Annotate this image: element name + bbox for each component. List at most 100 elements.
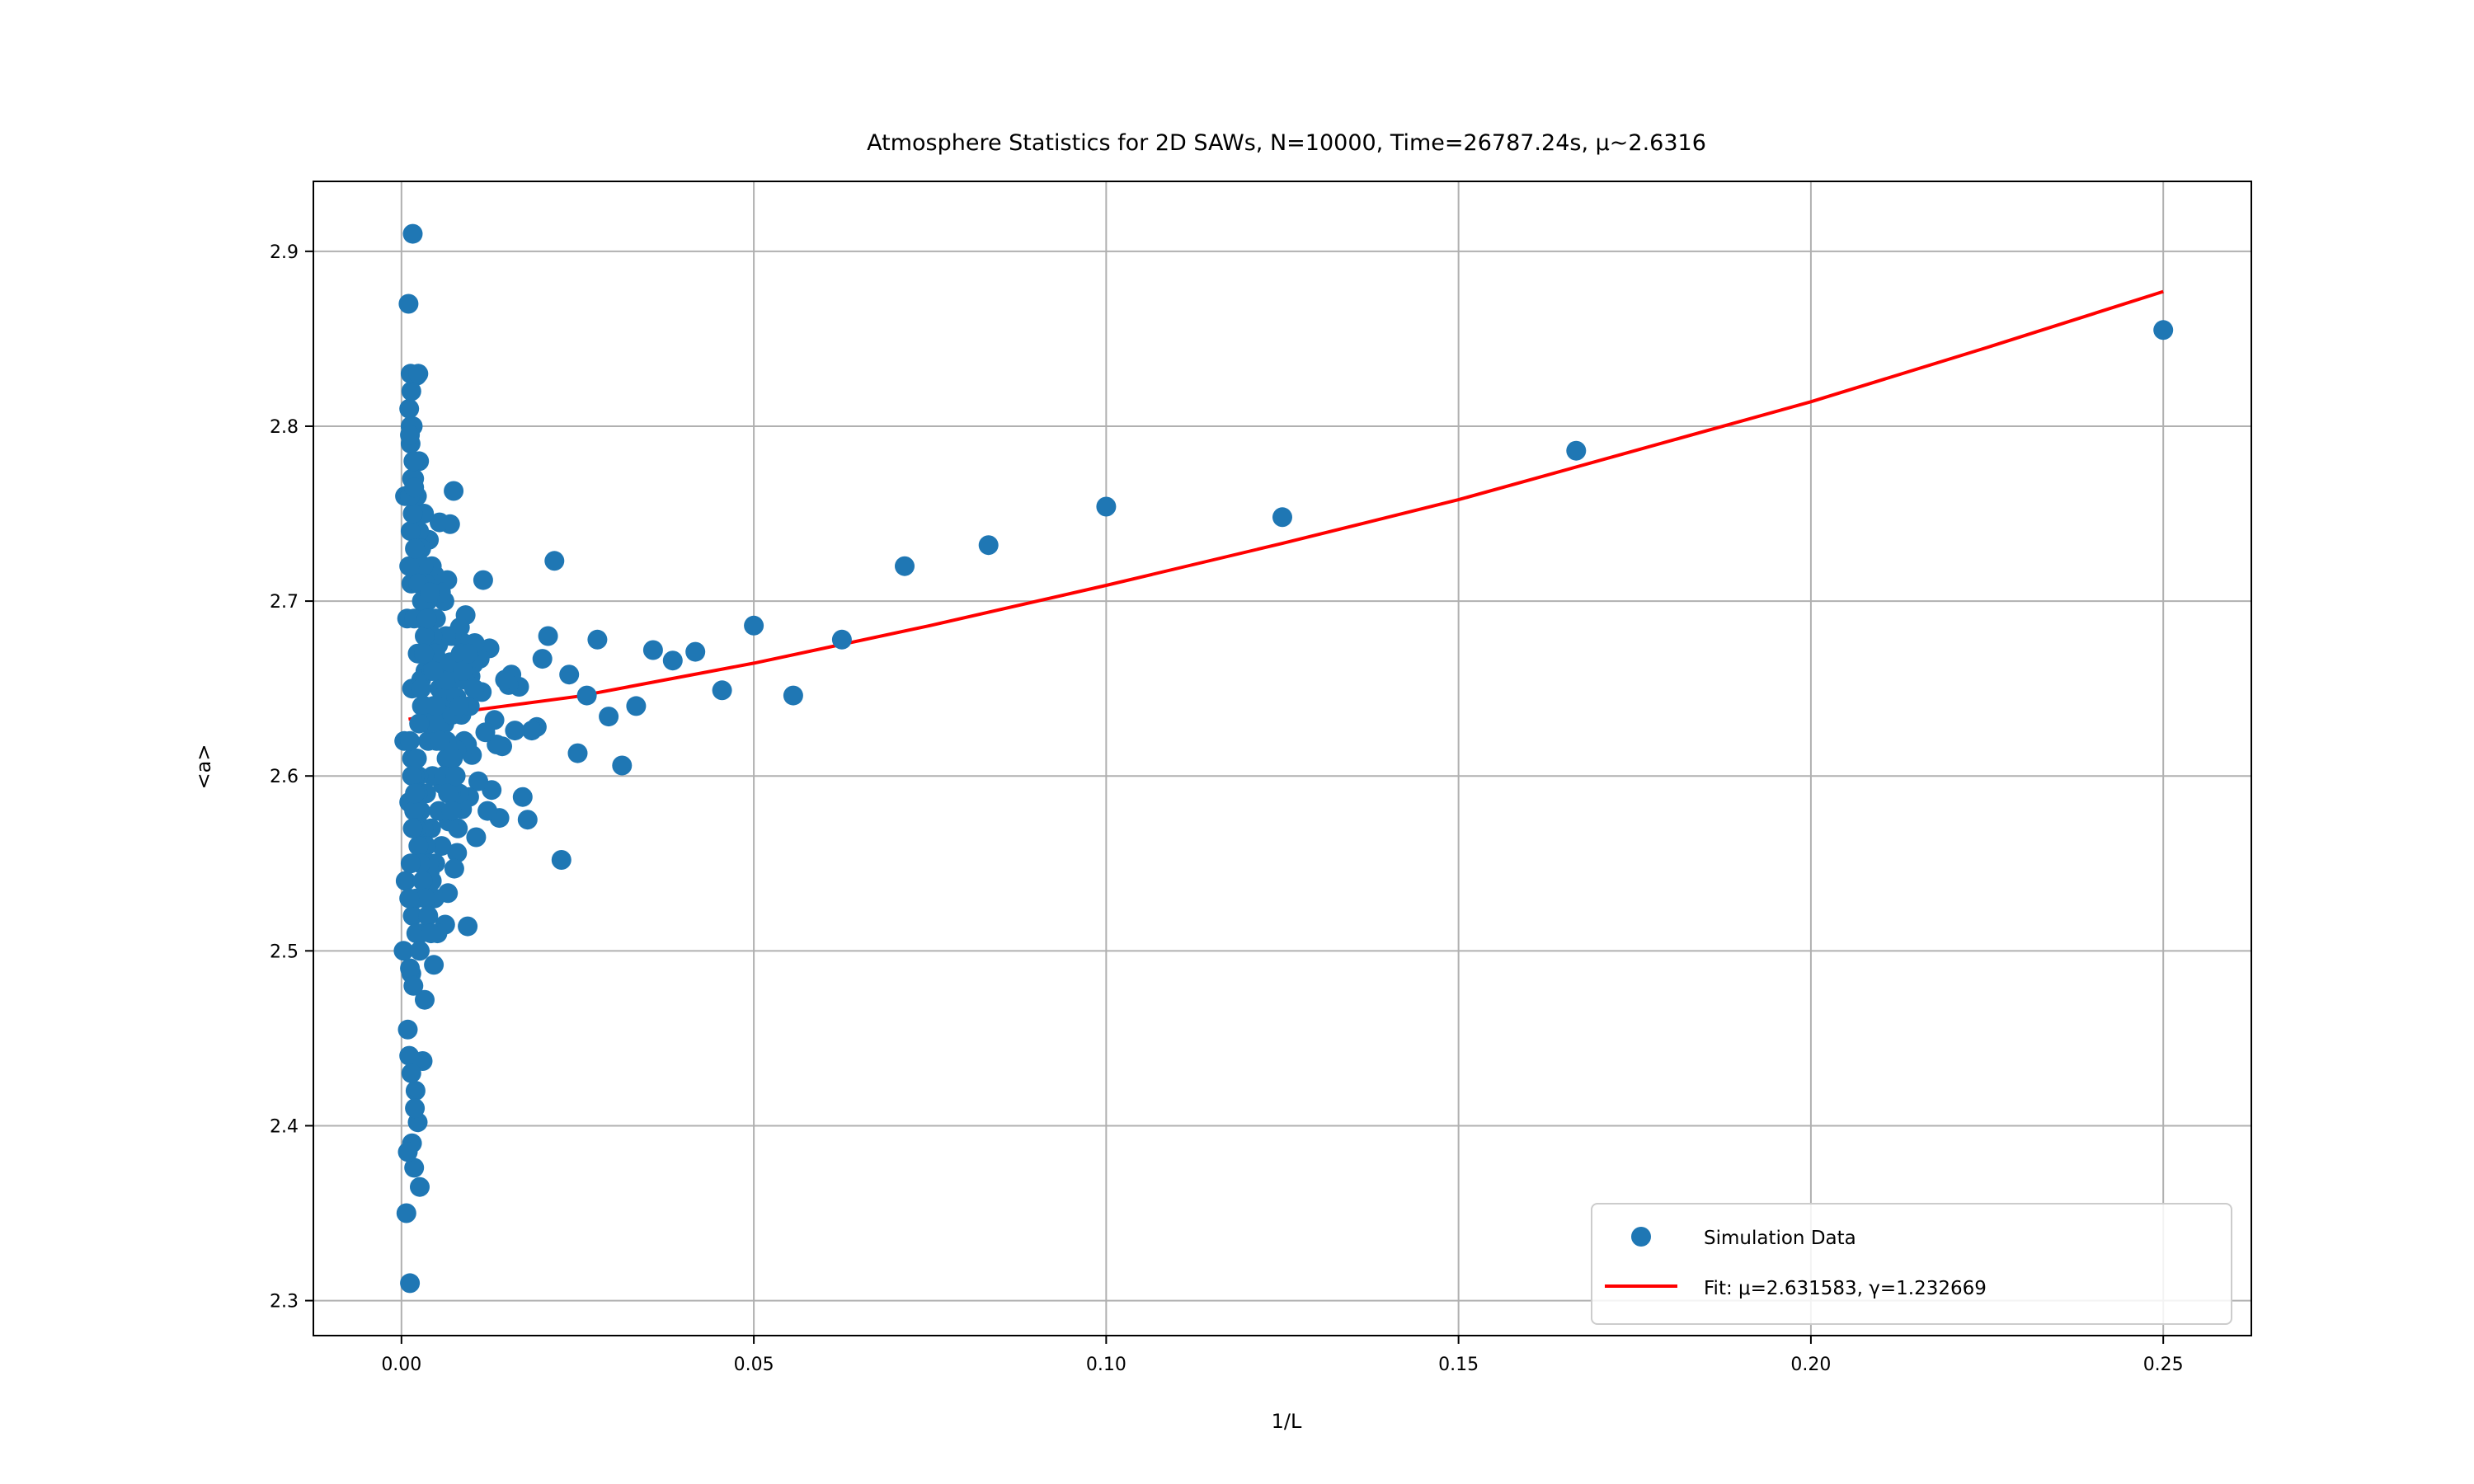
y-tick-label: 2.6 [270, 767, 299, 787]
data-point [495, 669, 515, 690]
data-point [408, 836, 429, 857]
data-point [405, 1098, 426, 1119]
data-point [402, 504, 423, 524]
y-tick-label: 2.5 [270, 942, 299, 962]
data-point [424, 955, 444, 975]
data-point [576, 685, 597, 706]
data-point [430, 730, 450, 751]
data-point [410, 941, 430, 961]
fit-line [408, 289, 2164, 721]
y-tick-label: 2.8 [270, 417, 299, 438]
x-axis-ticks: 0.00 0.05 0.10 0.15 0.20 0.25 [381, 1336, 2184, 1375]
data-point [397, 1142, 418, 1162]
y-tick-label: 2.4 [270, 1116, 299, 1137]
data-point [416, 608, 437, 629]
data-point [532, 649, 553, 669]
data-point [544, 551, 565, 571]
data-point [403, 451, 424, 472]
data-point [445, 766, 466, 787]
data-point [398, 294, 419, 314]
data-point [415, 626, 435, 646]
data-point [447, 843, 468, 863]
data-point [399, 888, 420, 909]
data-point [449, 696, 469, 716]
data-point [2153, 320, 2174, 340]
data-point [414, 643, 435, 664]
data-point [399, 1045, 420, 1066]
data-point [831, 629, 852, 650]
legend-scatter-marker [1631, 1227, 1651, 1247]
data-point [400, 425, 421, 445]
data-point [418, 905, 439, 926]
data-point [413, 556, 434, 576]
y-tick-label: 2.7 [270, 592, 299, 613]
data-point [400, 958, 421, 979]
data-point [421, 923, 441, 944]
data-point [444, 858, 464, 879]
data-point [567, 743, 588, 763]
legend-box [1591, 1203, 2232, 1325]
data-point [402, 223, 423, 244]
x-tick-label: 0.05 [734, 1355, 774, 1375]
data-point [405, 538, 426, 559]
data-point [409, 713, 430, 734]
data-point [430, 512, 449, 533]
plot-frame [313, 181, 2252, 1336]
data-point [415, 888, 435, 909]
data-point [400, 1273, 421, 1294]
data-point [458, 916, 478, 937]
data-point [405, 1081, 426, 1101]
chart-title: Atmosphere Statistics for 2D SAWs, N=100… [867, 130, 1706, 156]
data-point [406, 923, 426, 944]
data-point [538, 626, 558, 646]
data-point [405, 783, 426, 804]
data-point [439, 749, 459, 768]
data-point [477, 801, 498, 821]
data-point [403, 975, 424, 996]
data-point [393, 941, 414, 961]
legend: Simulation Data Fit: μ=2.631583, γ=1.232… [1591, 1203, 2232, 1325]
data-point [431, 836, 452, 857]
data-point [438, 783, 459, 804]
data-point [783, 685, 803, 706]
data-point [399, 556, 420, 576]
data-point [444, 481, 464, 501]
y-tick-label: 2.9 [270, 242, 299, 263]
legend-entry-fit: Fit: μ=2.631583, γ=1.232669 [1704, 1278, 1987, 1299]
x-tick-label: 0.15 [1438, 1355, 1479, 1375]
data-point [551, 850, 571, 870]
data-point [463, 679, 484, 699]
legend-entry-simulation-data: Simulation Data [1704, 1228, 1856, 1249]
data-point [978, 535, 999, 556]
data-point [397, 1019, 418, 1040]
y-axis-ticks: 2.3 2.4 2.5 2.6 2.7 2.8 2.9 [270, 242, 313, 1313]
data-point [473, 570, 493, 590]
data-point [517, 810, 538, 830]
data-point [412, 871, 433, 891]
data-point [415, 989, 435, 1010]
x-tick-label: 0.10 [1086, 1355, 1126, 1375]
data-point [662, 650, 683, 671]
data-point [1566, 440, 1587, 461]
x-tick-label: 0.20 [1790, 1355, 1831, 1375]
data-point [402, 905, 423, 926]
data-point [642, 640, 663, 660]
data-point [744, 615, 764, 636]
data-point [626, 696, 647, 716]
x-axis-label: 1/L [1272, 1410, 1302, 1433]
data-point [402, 818, 423, 838]
data-point [400, 853, 421, 874]
data-point [399, 398, 420, 419]
data-point [468, 771, 488, 791]
data-point [400, 521, 421, 542]
data-point [475, 722, 496, 743]
data-point [505, 721, 525, 741]
data-point [1272, 507, 1292, 528]
data-point [402, 766, 422, 787]
data-point [395, 871, 416, 891]
data-point [459, 643, 478, 664]
data-point [466, 827, 487, 848]
data-point [401, 381, 421, 402]
data-point [420, 582, 440, 603]
